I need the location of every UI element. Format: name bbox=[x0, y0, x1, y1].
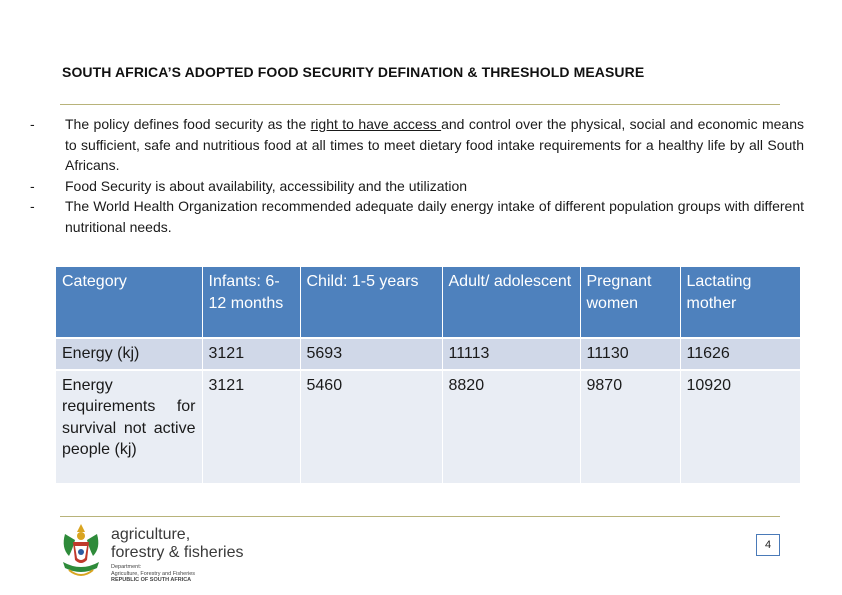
slide-title: SOUTH AFRICA’S ADOPTED FOOD SECURITY DEF… bbox=[62, 64, 645, 80]
table-row: Energy (kj) 3121 5693 11113 11130 11626 bbox=[56, 337, 800, 370]
bullet-text-part: The policy defines food security as the bbox=[65, 116, 311, 132]
table-row: Energy requirements for survival not act… bbox=[56, 368, 800, 483]
logo-sub-line: REPUBLIC OF SOUTH AFRICA bbox=[111, 577, 192, 583]
table-cell: 11130 bbox=[580, 337, 681, 370]
bullet-underlined-text: right to have access bbox=[310, 116, 442, 132]
table-cell: 8820 bbox=[442, 368, 581, 483]
table-header-cell: Child: 1-5 years bbox=[300, 267, 443, 338]
bullet-item: - Food Security is about availability, a… bbox=[30, 176, 804, 197]
table-cell: 10920 bbox=[680, 368, 800, 483]
page-number: 4 bbox=[756, 534, 780, 556]
department-logo: agriculture, forestry & fisheries Depart… bbox=[55, 520, 255, 585]
table-header-cell: Pregnant women bbox=[580, 267, 681, 338]
bullet-text: The World Health Organization recommende… bbox=[65, 198, 804, 235]
logo-sub-line: Department: bbox=[111, 564, 142, 570]
bullet-text: The policy defines food security as the … bbox=[65, 114, 804, 176]
table-cell: 5460 bbox=[300, 368, 443, 483]
energy-table: Category Infants: 6-12 months Child: 1-5… bbox=[56, 267, 800, 483]
table-cell: 11113 bbox=[442, 337, 581, 370]
table-cell: 3121 bbox=[202, 337, 301, 370]
logo-title: agriculture, forestry & fisheries bbox=[111, 526, 243, 562]
table-header-row: Category Infants: 6-12 months Child: 1-5… bbox=[56, 267, 800, 338]
bullet-list: - The policy defines food security as th… bbox=[30, 114, 804, 237]
table-header-cell: Infants: 6-12 months bbox=[202, 267, 301, 338]
logo-line: agriculture, bbox=[111, 526, 191, 543]
bullet-text: Food Security is about availability, acc… bbox=[65, 177, 468, 194]
logo-line: forestry & fisheries bbox=[111, 544, 244, 561]
bullet-marker: - bbox=[30, 177, 35, 194]
table-cell: Energy requirements for survival not act… bbox=[56, 368, 203, 483]
bullet-text-part: and control over the physical, social an… bbox=[65, 116, 804, 173]
bottom-divider bbox=[60, 516, 780, 517]
table-cell: 9870 bbox=[580, 368, 681, 483]
table-header-cell: Category bbox=[56, 267, 203, 338]
logo-sub-line: Agriculture, Forestry and Fisheries bbox=[111, 570, 196, 577]
table-header-cell: Adult/ adolescent bbox=[442, 267, 581, 338]
table-cell: 3121 bbox=[202, 368, 301, 483]
table-cell: Energy (kj) bbox=[56, 337, 203, 370]
top-divider bbox=[60, 104, 780, 105]
bullet-marker: - bbox=[30, 116, 35, 132]
bullet-item: - The policy defines food security as th… bbox=[30, 114, 804, 176]
logo-subtitle: Department: Agriculture, Forestry and Fi… bbox=[111, 564, 195, 584]
coat-of-arms-icon bbox=[63, 524, 99, 576]
table-cell: 11626 bbox=[680, 337, 800, 370]
table-cell: 5693 bbox=[300, 337, 443, 370]
bullet-marker: - bbox=[30, 198, 35, 214]
bullet-item: - The World Health Organization recommen… bbox=[30, 196, 804, 237]
table-header-cell: Lactating mother bbox=[680, 267, 800, 338]
